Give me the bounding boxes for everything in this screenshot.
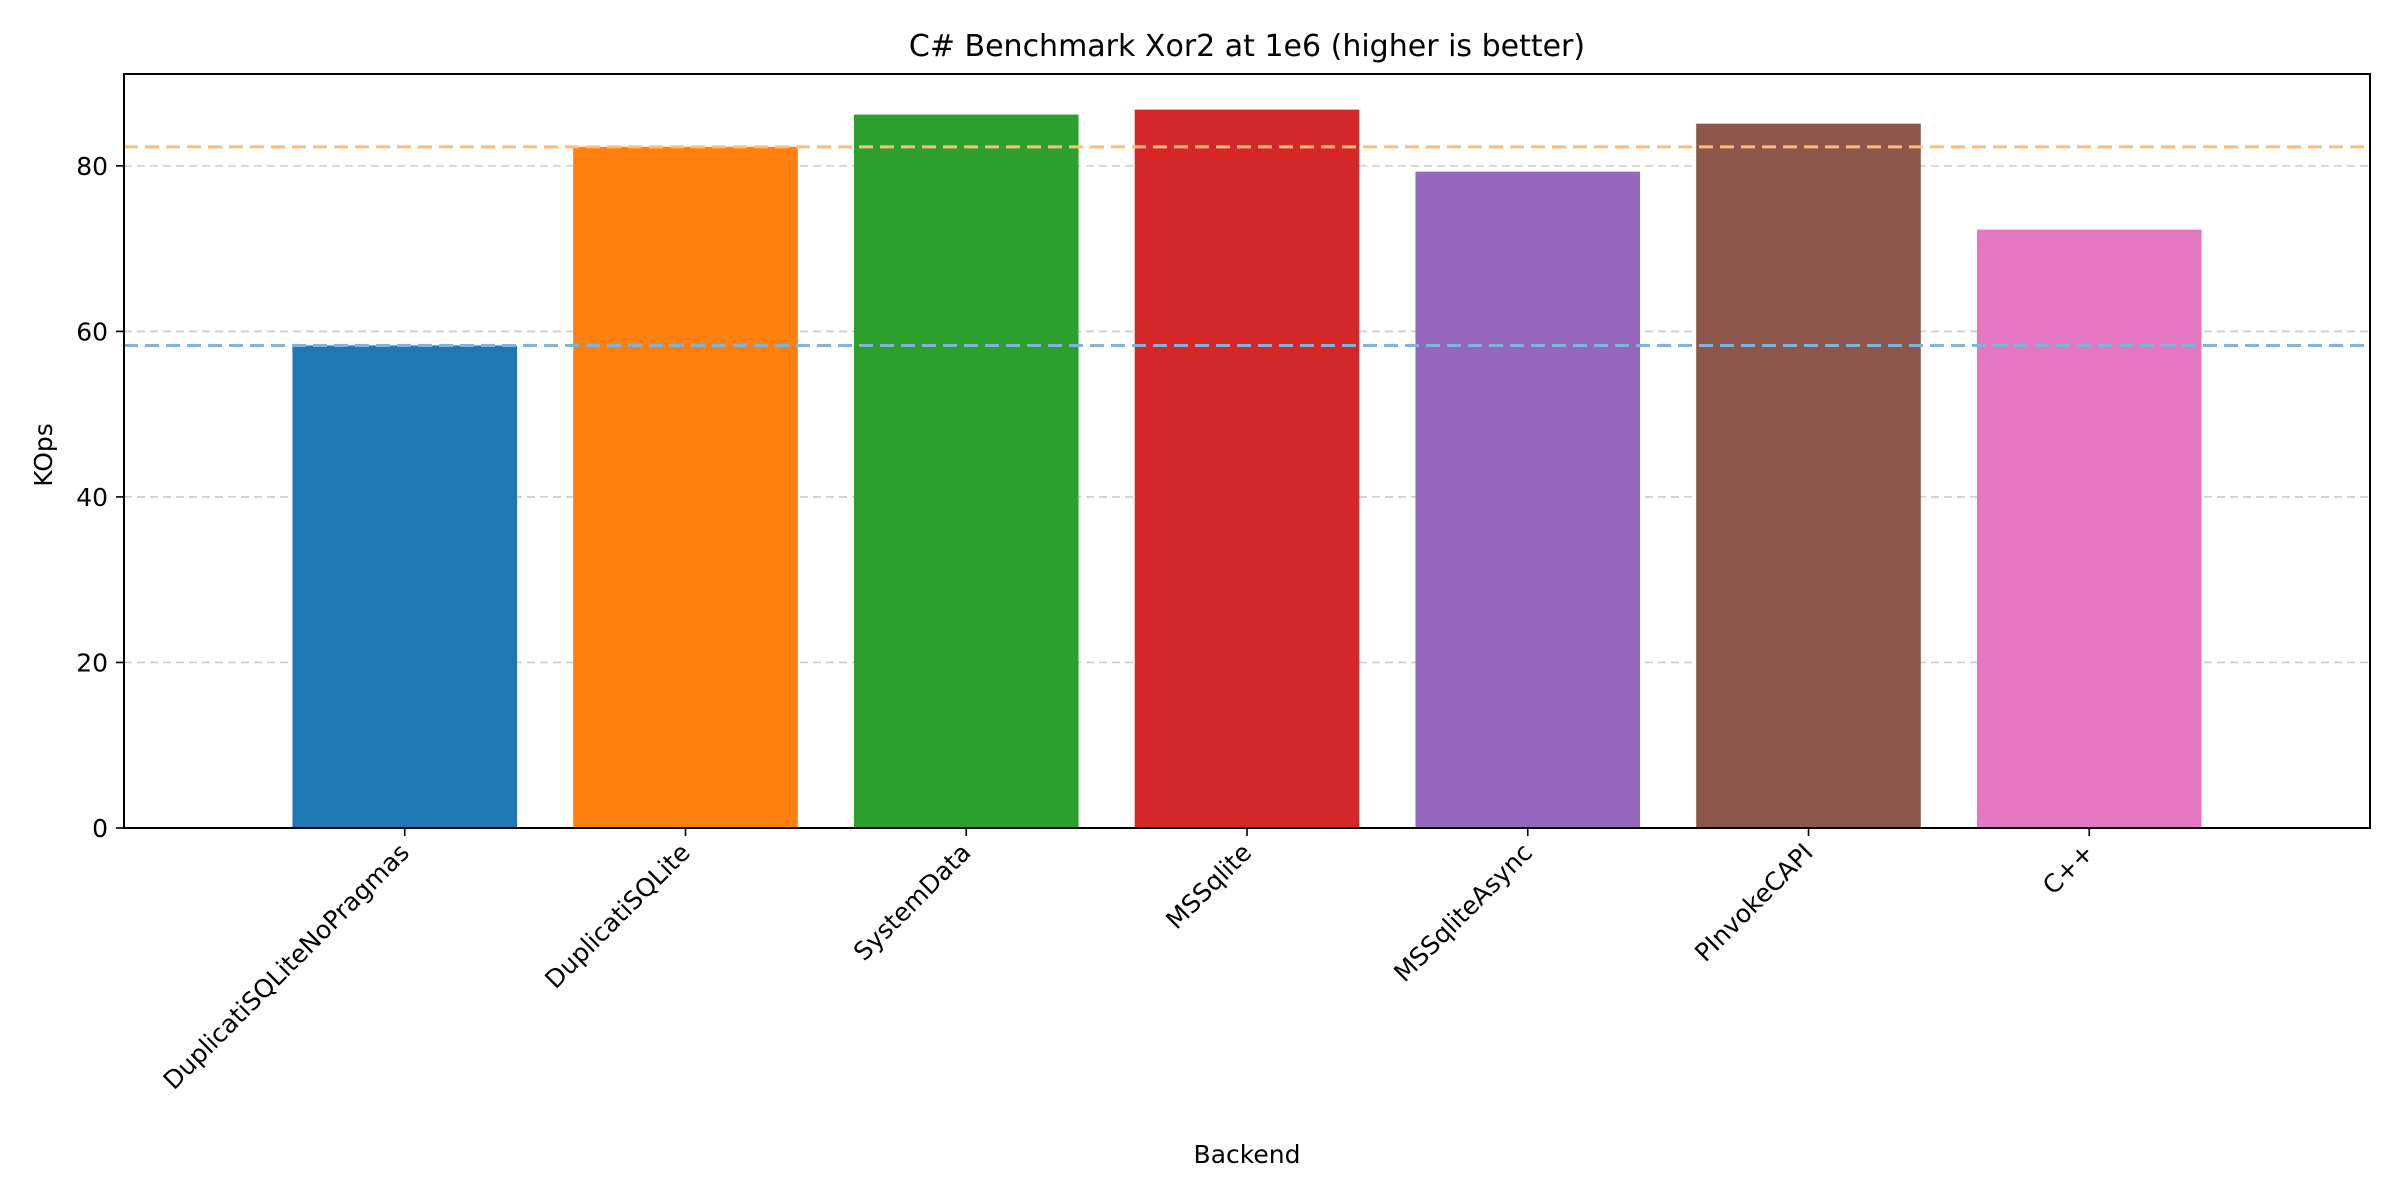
y-tick-label: 80 [76, 152, 108, 181]
chart-title: C# Benchmark Xor2 at 1e6 (higher is bett… [909, 29, 1585, 64]
y-axis-ticks: 0 20 40 60 80 [76, 152, 124, 843]
reference-lines [124, 145, 2370, 347]
bar-0 [292, 345, 518, 828]
y-tick-label: 60 [76, 317, 108, 346]
bar-3 [1134, 109, 1360, 828]
bar-1 [573, 146, 798, 829]
x-axis-label: Backend [1194, 1140, 1301, 1169]
bars [292, 109, 2202, 829]
bar-5 [1696, 123, 1921, 828]
y-tick-label: 20 [76, 648, 108, 677]
y-axis-label: KOps [29, 423, 58, 487]
y-tick-label: 0 [92, 814, 108, 843]
bar-2 [853, 114, 1079, 829]
y-tick-label: 40 [76, 483, 108, 512]
bar-4 [1415, 171, 1641, 828]
bar-6 [1976, 229, 2202, 828]
